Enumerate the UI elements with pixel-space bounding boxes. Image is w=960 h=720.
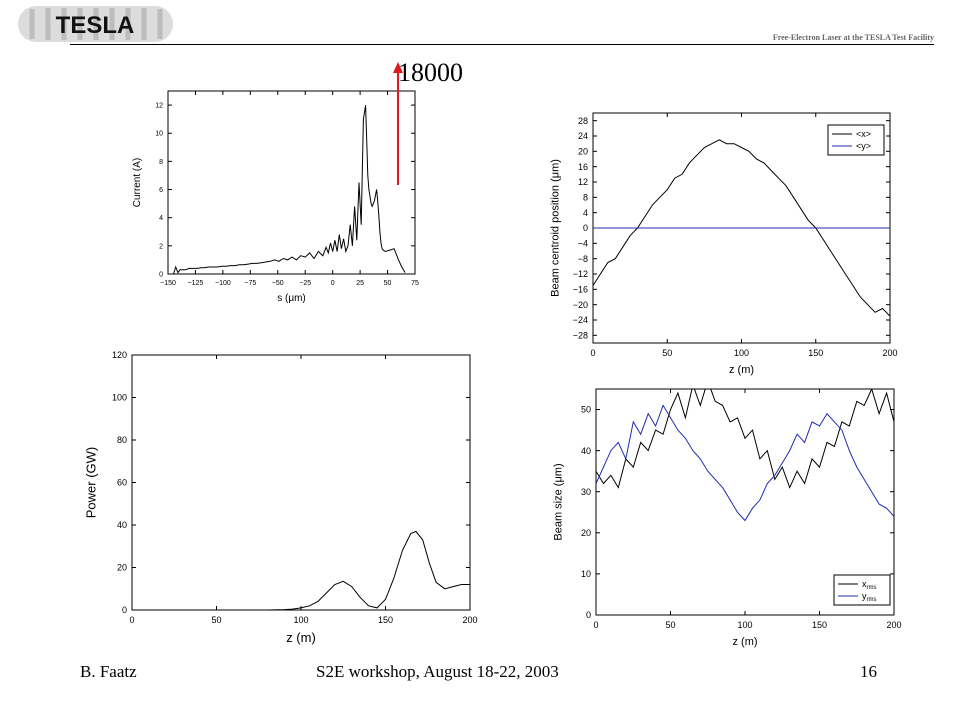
y-tick-label: 2 <box>159 243 163 250</box>
y-tick-label: 40 <box>117 520 127 530</box>
y-axis-label: Current (A) <box>132 158 143 207</box>
x-tick-label: 100 <box>293 615 308 625</box>
series-line-0 <box>596 389 894 489</box>
y-tick-label: 0 <box>159 271 163 278</box>
header-subtitle: Free-Electron Laser at the TESLA Test Fa… <box>772 33 934 42</box>
y-tick-label: 20 <box>117 563 127 573</box>
x-tick-label: 200 <box>882 348 897 358</box>
y-tick-label: 12 <box>578 177 588 187</box>
y-axis-label: Beam size (μm) <box>553 463 565 540</box>
x-tick-label: 0 <box>590 348 595 358</box>
x-tick-label: 0 <box>129 615 134 625</box>
y-tick-label: 16 <box>578 162 588 172</box>
x-tick-label: 150 <box>378 615 393 625</box>
y-tick-label: −24 <box>573 315 588 325</box>
x-tick-label: −75 <box>244 280 256 287</box>
y-tick-label: −4 <box>578 238 588 248</box>
current-profile-chart: −150 −125 −100 −75 −50 −25 0 25 50 75 0 2 4 6 8 10 12 s (… <box>132 90 419 304</box>
y-tick-label: −28 <box>573 330 588 340</box>
y-tick-label: 6 <box>159 187 163 194</box>
y-tick-label: 60 <box>117 478 127 488</box>
y-tick-label: −16 <box>573 284 588 294</box>
x-tick-label: 0 <box>331 280 335 287</box>
annotation-value: 18000 <box>398 58 463 87</box>
x-tick-label: 100 <box>734 348 749 358</box>
legend-label: <x> <box>856 129 871 139</box>
y-tick-label: 120 <box>112 350 127 360</box>
y-tick-label: 30 <box>581 487 591 497</box>
x-tick-label: 0 <box>593 620 598 630</box>
plot-frame <box>167 90 416 275</box>
x-tick-label: 100 <box>737 620 752 630</box>
tesla-logo: TESLA <box>18 6 173 42</box>
series-line-0 <box>593 139 890 317</box>
series-line-1 <box>596 404 894 522</box>
x-tick-label: −150 <box>160 280 176 287</box>
y-tick-label: 0 <box>122 605 127 615</box>
y-tick-label: 4 <box>583 208 588 218</box>
x-tick-label: 50 <box>384 280 392 287</box>
x-tick-label: −25 <box>299 280 311 287</box>
plot-frame <box>131 354 471 611</box>
y-tick-label: −12 <box>573 269 588 279</box>
x-axis-label: z (m) <box>729 364 754 376</box>
x-tick-label: −50 <box>272 280 284 287</box>
series-line-0 <box>173 105 406 274</box>
logo-text: TESLA <box>56 12 135 39</box>
header-rule <box>70 44 934 45</box>
y-axis-label: Power (GW) <box>84 447 99 519</box>
x-tick-label: 50 <box>665 620 675 630</box>
beam-size-chart: 0 50 100 150 200 0 10 20 30 40 50 z (m) Beam size (μ… <box>553 388 902 648</box>
y-tick-label: 0 <box>583 223 588 233</box>
y-tick-label: 4 <box>159 215 163 222</box>
legend-label: <y> <box>856 141 871 151</box>
x-tick-label: 200 <box>462 615 477 625</box>
y-tick-label: 20 <box>581 528 591 538</box>
y-tick-label: 24 <box>578 131 588 141</box>
y-tick-label: −8 <box>578 254 588 264</box>
y-tick-label: 40 <box>581 446 591 456</box>
power-chart: 0 50 100 150 200 0 20 40 60 80 100 120 z (m) Power (G… <box>84 350 478 645</box>
y-tick-label: 20 <box>578 146 588 156</box>
series-line-0 <box>132 530 470 610</box>
x-tick-label: 75 <box>411 280 419 287</box>
y-tick-label: 12 <box>155 103 163 110</box>
x-tick-label: 25 <box>356 280 364 287</box>
x-tick-label: 150 <box>812 620 827 630</box>
y-tick-label: 28 <box>578 116 588 126</box>
y-tick-label: 10 <box>581 569 591 579</box>
footer-author: B. Faatz <box>80 662 137 681</box>
x-axis-label: z (m) <box>732 636 757 648</box>
legend-box <box>833 574 891 606</box>
y-axis-label: Beam centroid position (μm) <box>550 159 562 297</box>
y-tick-label: 0 <box>586 610 591 620</box>
x-tick-label: 200 <box>886 620 901 630</box>
y-tick-label: 8 <box>159 159 163 166</box>
legend-box <box>827 124 885 156</box>
y-tick-label: 50 <box>581 405 591 415</box>
beam-centroid-chart: 0 50 100 150 200 28 24 20 16 12 8 4 0 −4 −8 −12 −16 −20 −2… <box>550 112 898 376</box>
x-axis-label: s (μm) <box>277 293 306 304</box>
annotation-arrow <box>393 62 403 185</box>
y-tick-label: −20 <box>573 300 588 310</box>
x-tick-label: 50 <box>211 615 221 625</box>
x-axis-label: z (m) <box>286 630 316 645</box>
legend-label: yrms <box>862 591 877 603</box>
y-tick-label: 80 <box>117 435 127 445</box>
footer-event: S2E workshop, August 18-22, 2003 <box>316 662 559 681</box>
legend-label: xrms <box>862 579 877 591</box>
x-tick-label: −100 <box>215 280 231 287</box>
x-tick-label: 150 <box>808 348 823 358</box>
y-tick-label: 10 <box>155 131 163 138</box>
y-tick-label: 100 <box>112 393 127 403</box>
footer-page-number: 16 <box>860 662 877 681</box>
x-tick-label: −125 <box>188 280 204 287</box>
x-tick-label: 50 <box>662 348 672 358</box>
y-tick-label: 8 <box>583 192 588 202</box>
